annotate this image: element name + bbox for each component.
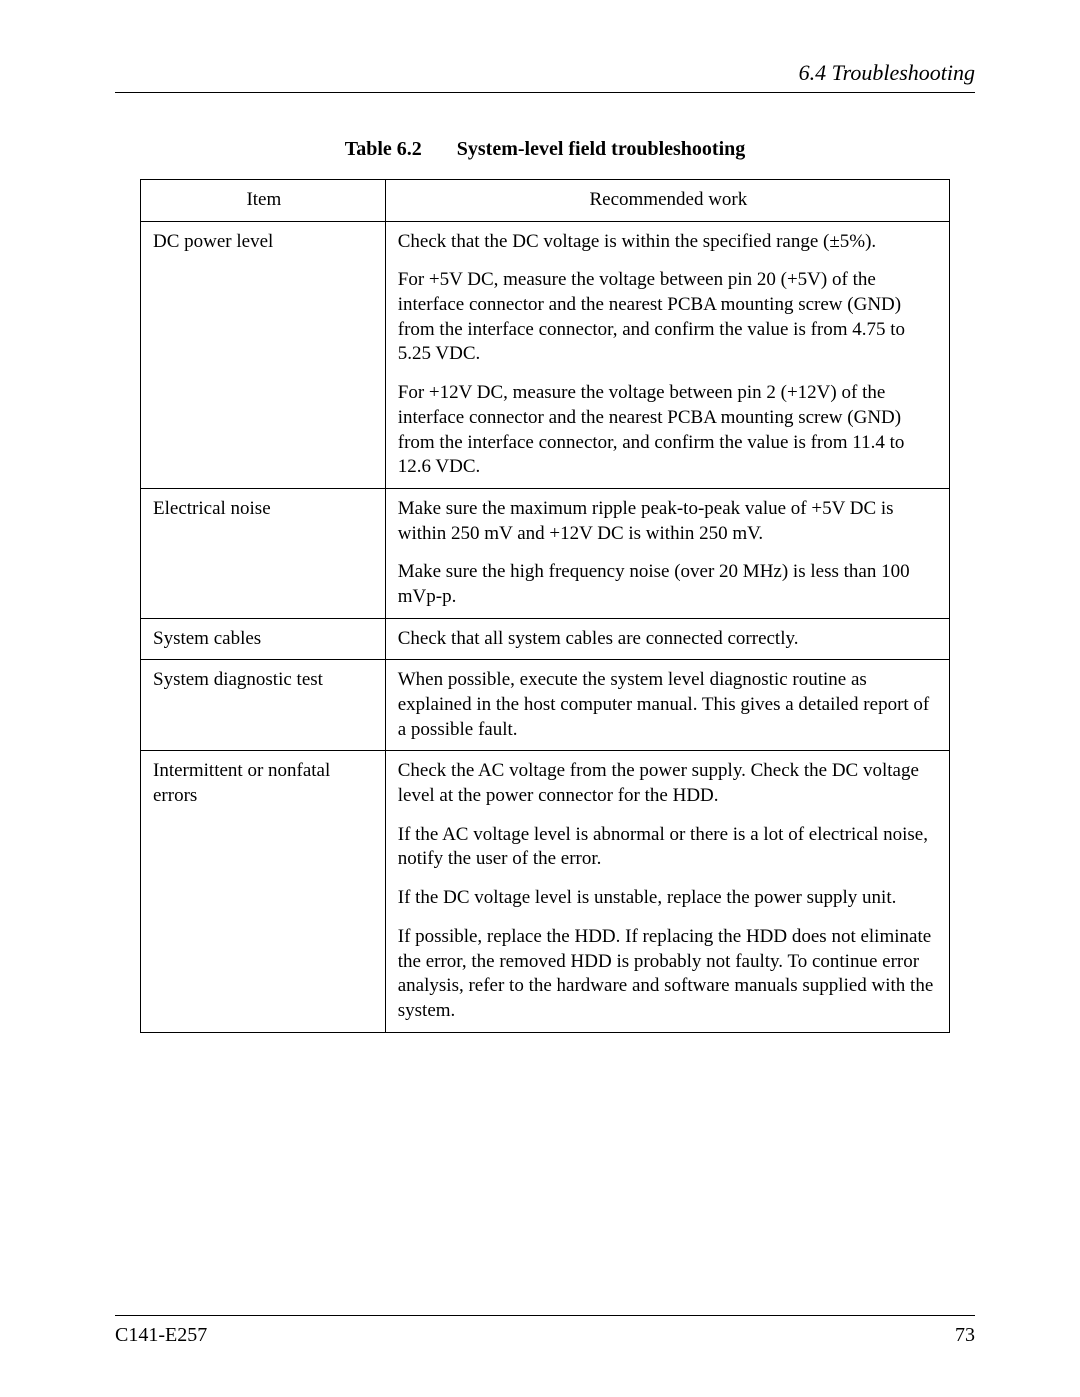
cell-item: Intermittent or nonfatal errors	[141, 751, 386, 1032]
table-title: System-level field troubleshooting	[457, 138, 746, 160]
table-header-row: Item Recommended work	[141, 180, 950, 222]
table-body: DC power level Check that the DC voltage …	[141, 221, 950, 1032]
table-row: Intermittent or nonfatal errorsCheck the…	[141, 751, 950, 1032]
col-header-item: Item	[141, 180, 386, 222]
troubleshooting-table: Item Recommended work DC power level Chec…	[140, 179, 950, 1033]
table-number: Table 6.2	[345, 138, 422, 160]
cell-item: System diagnostic test	[141, 660, 386, 751]
work-paragraph: If possible, replace the HDD. If replaci…	[398, 925, 939, 1024]
work-paragraph: Make sure the maximum ripple peak-to-pea…	[398, 497, 939, 546]
table-row: DC power level Check that the DC voltage …	[141, 221, 950, 488]
work-paragraph: Check the AC voltage from the power supp…	[398, 759, 939, 808]
cell-work: Check the AC voltage from the power supp…	[385, 751, 949, 1032]
page-footer: C141-E257 73	[115, 1315, 975, 1347]
table-row: System cables Check that all system cable…	[141, 618, 950, 660]
work-paragraph: If the AC voltage level is abnormal or t…	[398, 823, 939, 872]
cell-item: System cables	[141, 618, 386, 660]
section-header: 6.4 Troubleshooting	[115, 60, 975, 93]
work-paragraph: Make sure the high frequency noise (over…	[398, 560, 939, 609]
table-row: Electrical noiseMake sure the maximum ri…	[141, 488, 950, 618]
cell-work: Check that all system cables are connect…	[385, 618, 949, 660]
cell-item: DC power level	[141, 221, 386, 488]
table-row: System diagnostic testWhen possible, exe…	[141, 660, 950, 751]
cell-work: Make sure the maximum ripple peak-to-pea…	[385, 488, 949, 618]
work-paragraph: If the DC voltage level is unstable, rep…	[398, 886, 939, 911]
footer-doc-id: C141-E257	[115, 1324, 207, 1347]
table-caption: Table 6.2 System-level field troubleshoo…	[115, 138, 975, 161]
cell-work: Check that the DC voltage is within the …	[385, 221, 949, 488]
cell-item: Electrical noise	[141, 488, 386, 618]
footer-page-number: 73	[955, 1324, 975, 1347]
work-paragraph: For +5V DC, measure the voltage between …	[398, 268, 939, 367]
cell-work: When possible, execute the system level …	[385, 660, 949, 751]
page: 6.4 Troubleshooting Table 6.2 System-lev…	[0, 0, 1080, 1397]
work-paragraph: Check that the DC voltage is within the …	[398, 230, 939, 255]
work-paragraph: Check that all system cables are connect…	[398, 627, 939, 652]
work-paragraph: When possible, execute the system level …	[398, 668, 939, 742]
col-header-work: Recommended work	[385, 180, 949, 222]
work-paragraph: For +12V DC, measure the voltage between…	[398, 381, 939, 480]
